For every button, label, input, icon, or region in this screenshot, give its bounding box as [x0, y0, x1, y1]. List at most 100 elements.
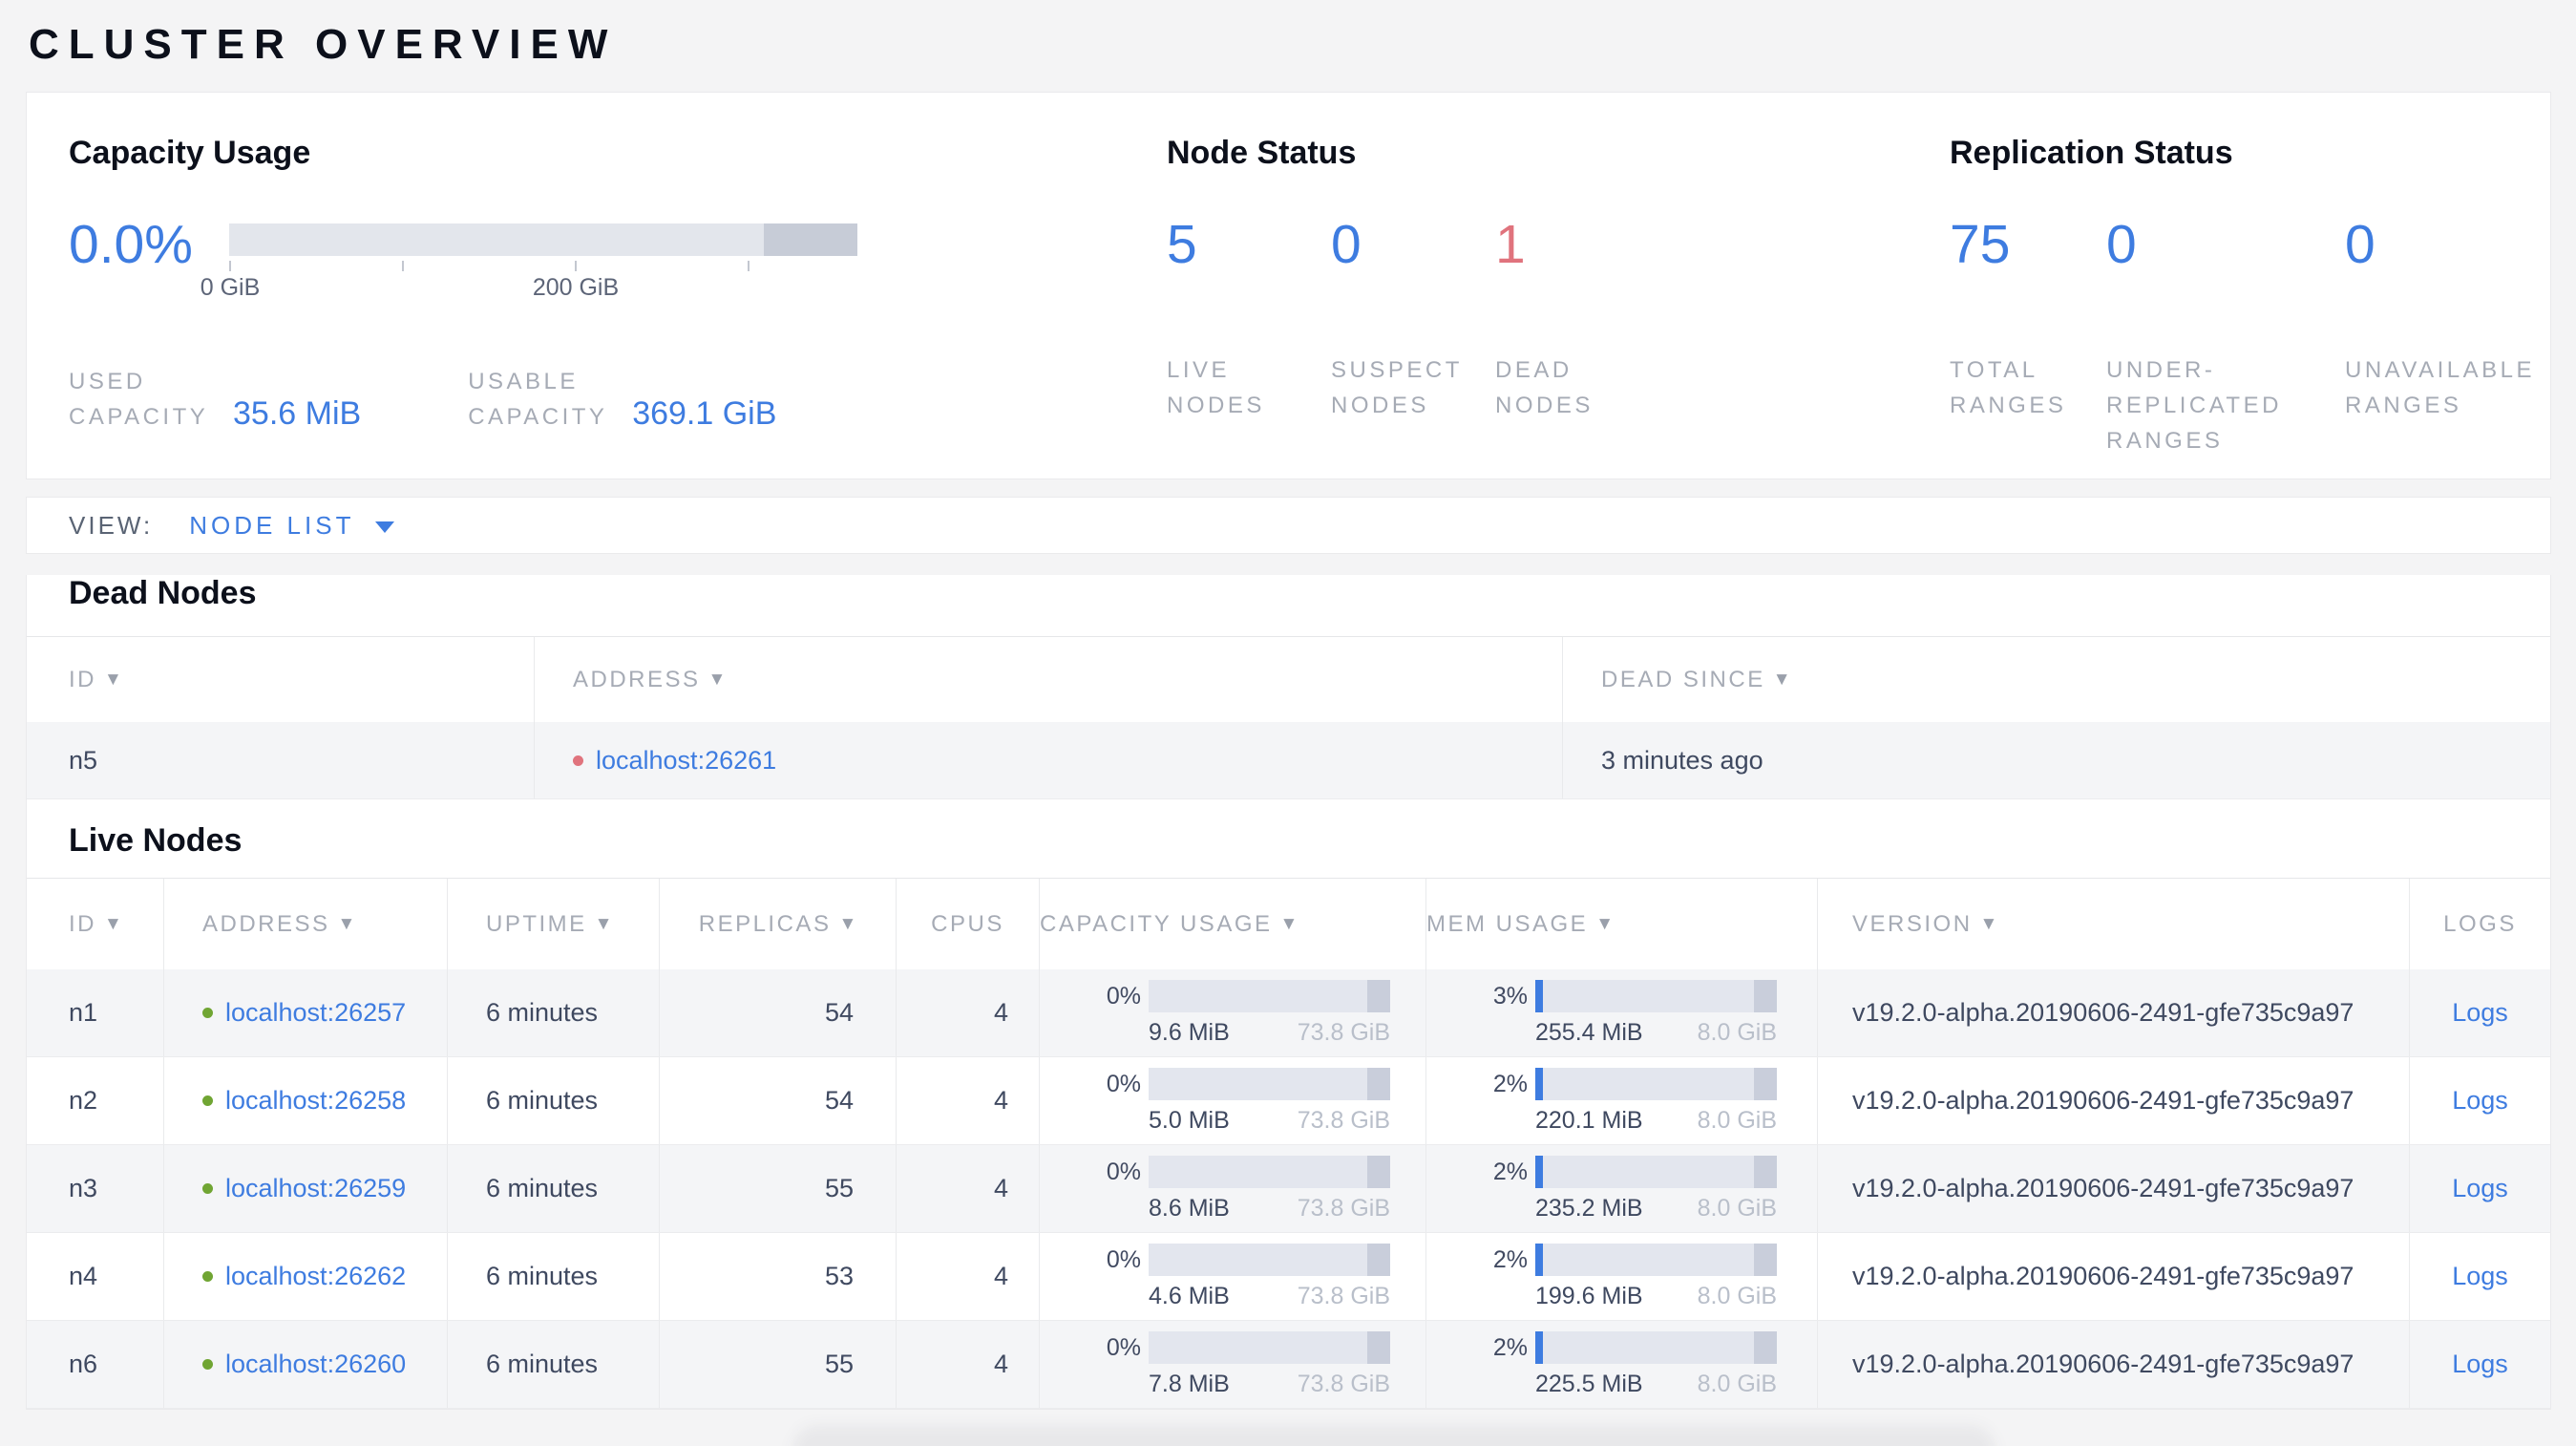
logs-cell: Logs: [2409, 1145, 2550, 1232]
live-node-row: n2 localhost:26258 6 minutes 54 4 0% 5.0 MiB…: [27, 1057, 2550, 1145]
replicas-value: 54: [824, 1086, 854, 1115]
capacity-total-value: 73.8 GiB: [1297, 1370, 1390, 1397]
node-id-cell: n6: [27, 1321, 163, 1408]
column-header-label: MEM USAGE: [1426, 910, 1589, 937]
live-node-row: n6 localhost:26260 6 minutes 55 4 0% 7.8 MiB…: [27, 1321, 2550, 1409]
column-header-id[interactable]: ID ▼: [27, 637, 534, 722]
capacity-usage-bar: [1149, 1155, 1390, 1188]
capacity-usage-cell-content: 0% 8.6 MiB 73.8 GiB: [1040, 1155, 1425, 1223]
column-header-dead-since[interactable]: DEAD SINCE ▼: [1562, 637, 2550, 722]
capacity-stat-value: 369.1 GiB: [632, 395, 777, 433]
node-address-link[interactable]: localhost:26258: [225, 1086, 407, 1115]
version-value: v19.2.0-alpha.20190606-2491-gfe735c9a97: [1852, 1350, 2354, 1378]
capacity-total-value: 73.8 GiB: [1297, 1018, 1390, 1046]
column-header-mem-usage[interactable]: MEM USAGE ▼: [1425, 879, 1817, 969]
column-header-replicas[interactable]: REPLICAS ▼: [659, 879, 896, 969]
node-address-link[interactable]: localhost:26259: [225, 1174, 407, 1202]
version-cell: v19.2.0-alpha.20190606-2491-gfe735c9a97: [1817, 1321, 2409, 1408]
cpus-value: 4: [993, 1174, 1008, 1202]
column-header-label: UPTIME: [486, 910, 587, 937]
memory-usage-bar: [1535, 1330, 1777, 1364]
node-id: n4: [69, 1262, 98, 1290]
memory-total-value: 8.0 GiB: [1697, 1194, 1777, 1222]
axis-tick-mark: [229, 261, 231, 271]
below-fold-shadow: [792, 1425, 1995, 1446]
replication-stat-value: 0: [2345, 214, 2375, 275]
replicas-value: 53: [824, 1262, 854, 1290]
memory-total-value: 8.0 GiB: [1697, 1018, 1777, 1046]
column-header-label: ID: [69, 666, 96, 692]
node-status-stat: 1 DEAD NODES: [1495, 218, 1659, 423]
column-header-id[interactable]: ID ▼: [27, 879, 163, 969]
logs-link[interactable]: Logs: [2452, 1262, 2508, 1290]
capacity-usage-bar: [1149, 1067, 1390, 1100]
capacity-usage-cell-content: 0% 9.6 MiB 73.8 GiB: [1040, 979, 1425, 1047]
logs-link[interactable]: Logs: [2452, 998, 2508, 1027]
dead-since-value: 3 minutes ago: [1601, 745, 1763, 775]
node-status-stat-label: SUSPECT NODES: [1331, 357, 1463, 419]
capacity-usage-bar-end-segment: [1367, 979, 1390, 1012]
live-nodes-heading: Live Nodes: [69, 822, 243, 859]
cpus-value: 4: [993, 1262, 1008, 1290]
capacity-usage-cell-content: 0% 4.6 MiB 73.8 GiB: [1040, 1243, 1425, 1310]
sort-desc-icon: ▼: [838, 913, 857, 934]
capacity-usage-bar: [1149, 1243, 1390, 1276]
capacity-stat: USABLE CAPACITY 369.1 GiB: [468, 364, 776, 435]
dead-since-cell: 3 minutes ago: [1562, 722, 2550, 798]
live-status-dot-icon: [202, 1095, 213, 1106]
logs-link[interactable]: Logs: [2452, 1086, 2508, 1115]
column-header-version[interactable]: VERSION ▼: [1817, 879, 2409, 969]
replication-stat-value: 75: [1950, 214, 2011, 275]
node-address-link[interactable]: localhost:26262: [225, 1262, 407, 1290]
memory-usage-bar-fill: [1535, 979, 1543, 1012]
memory-usage-bar-end-segment: [1754, 1155, 1777, 1188]
column-header-address[interactable]: ADDRESS ▼: [534, 637, 1562, 722]
cpus-cell: 4: [896, 1321, 1039, 1408]
node-status-title: Node Status: [1167, 135, 1357, 171]
node-status-stat: 0 SUSPECT NODES: [1331, 218, 1495, 423]
capacity-usage-cell: 0% 7.8 MiB 73.8 GiB: [1039, 1321, 1425, 1408]
node-address-cell: localhost:26260: [163, 1321, 447, 1408]
node-address-cell: localhost:26261: [534, 722, 1562, 798]
memory-usage-bar-fill: [1535, 1330, 1543, 1364]
page-title: CLUSTER OVERVIEW: [29, 21, 618, 68]
version-value: v19.2.0-alpha.20190606-2491-gfe735c9a97: [1852, 1262, 2354, 1290]
view-selected-value: NODE LIST: [189, 510, 355, 540]
node-address-link[interactable]: localhost:26261: [596, 745, 777, 775]
node-address-link[interactable]: localhost:26257: [225, 998, 407, 1027]
table-header-row: ID ▼ ADDRESS ▼ DEAD SINCE ▼: [27, 636, 2550, 722]
mem-usage-cell: 2% 199.6 MiB 8.0 GiB: [1425, 1233, 1817, 1320]
memory-usage-percent: 2%: [1492, 1333, 1528, 1361]
column-header-label: CAPACITY USAGE: [1040, 910, 1273, 937]
column-header-capacity-usage[interactable]: CAPACITY USAGE ▼: [1039, 879, 1425, 969]
live-status-dot-icon: [202, 1183, 213, 1194]
logs-cell: Logs: [2409, 1321, 2550, 1408]
node-address-link[interactable]: localhost:26260: [225, 1350, 407, 1378]
capacity-stat-label: USABLE CAPACITY: [468, 369, 608, 431]
capacity-total-value: 73.8 GiB: [1297, 1194, 1390, 1222]
memory-usage-cell-content: 2% 235.2 MiB 8.0 GiB: [1426, 1155, 1817, 1223]
view-selector-dropdown[interactable]: NODE LIST: [189, 510, 395, 541]
logs-link[interactable]: Logs: [2452, 1350, 2508, 1378]
uptime-cell: 6 minutes: [447, 1233, 659, 1320]
capacity-used-value: 5.0 MiB: [1149, 1106, 1230, 1134]
memory-used-value: 225.5 MiB: [1535, 1370, 1643, 1397]
dead-nodes-table: ID ▼ ADDRESS ▼ DEAD SINCE ▼ n5 localhost:26261 3…: [27, 636, 2550, 799]
replicas-cell: 55: [659, 1321, 896, 1408]
memory-usage-percent: 2%: [1492, 1158, 1528, 1185]
axis-tick-mark: [575, 261, 577, 271]
node-tables-section: Dead Nodes ID ▼ ADDRESS ▼ DEAD SINCE ▼ n5 local…: [26, 575, 2551, 1410]
column-header-address[interactable]: ADDRESS ▼: [163, 879, 447, 969]
memory-usage-percent: 2%: [1492, 1070, 1528, 1097]
replication-stat-label: UNDER-REPLICATED RANGES: [2106, 357, 2282, 455]
capacity-axis-labels: 0 GiB 200 GiB: [201, 274, 857, 305]
logs-link[interactable]: Logs: [2452, 1174, 2508, 1202]
view-bar: VIEW: NODE LIST: [26, 497, 2551, 554]
replicas-value: 55: [824, 1174, 854, 1202]
node-id: n5: [69, 745, 98, 775]
view-label: VIEW:: [69, 510, 154, 540]
capacity-used-value: 7.8 MiB: [1149, 1370, 1230, 1397]
column-header-uptime[interactable]: UPTIME ▼: [447, 879, 659, 969]
cpus-cell: 4: [896, 1233, 1039, 1320]
